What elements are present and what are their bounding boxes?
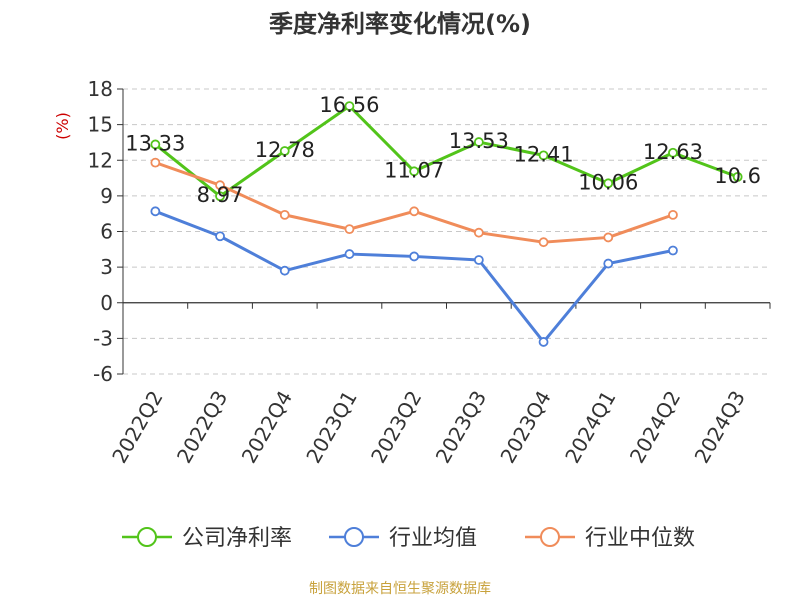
data-point bbox=[473, 255, 484, 265]
x-tick-label: 2023Q2 bbox=[366, 387, 426, 468]
legend-marker bbox=[540, 527, 560, 547]
data-point bbox=[279, 146, 290, 156]
x-tick-label: 2024Q2 bbox=[625, 387, 685, 468]
series-line bbox=[154, 209, 674, 344]
data-point bbox=[409, 206, 420, 217]
series-layer bbox=[150, 101, 743, 347]
data-label: 16.56 bbox=[319, 93, 379, 117]
y-tick-label: 6 bbox=[100, 220, 113, 244]
y-tick-label: 18 bbox=[88, 77, 113, 101]
legend-label: 行业中位数 bbox=[585, 526, 695, 551]
data-point bbox=[409, 166, 420, 177]
data-point bbox=[150, 206, 161, 217]
data-label: 10.06 bbox=[578, 170, 638, 194]
y-tick-label: 9 bbox=[100, 184, 113, 208]
data-label: 11.07 bbox=[384, 158, 444, 182]
legend-item: 公司净利率 bbox=[122, 526, 292, 551]
legend-marker bbox=[344, 527, 364, 547]
source-note: 制图数据来自恒生聚源数据库 bbox=[309, 581, 491, 597]
data-labels: 13.338.9712.7816.5611.0713.5312.4110.061… bbox=[125, 93, 761, 207]
y-tick-label: 15 bbox=[88, 113, 113, 137]
x-tick-label: 2022Q2 bbox=[107, 387, 167, 468]
x-tick-label: 2023Q1 bbox=[301, 387, 361, 468]
legend-label: 公司净利率 bbox=[182, 526, 292, 551]
y-tick-label: -3 bbox=[93, 326, 113, 350]
legend-label: 行业均值 bbox=[389, 526, 477, 551]
data-label: 12.41 bbox=[513, 142, 573, 166]
legend-marker bbox=[137, 527, 157, 547]
series-2 bbox=[150, 157, 678, 248]
data-point bbox=[668, 209, 678, 220]
x-tick-label: 2022Q3 bbox=[172, 387, 232, 468]
x-tick-label: 2024Q3 bbox=[690, 387, 750, 468]
series-line bbox=[154, 104, 739, 198]
y-tick-label: -6 bbox=[93, 362, 113, 386]
data-label: 8.97 bbox=[197, 183, 244, 207]
series-0 bbox=[150, 101, 743, 202]
data-point bbox=[150, 139, 161, 150]
y-tick-label: 12 bbox=[88, 148, 113, 172]
data-point bbox=[538, 237, 549, 248]
x-tick-label: 2023Q4 bbox=[495, 387, 555, 468]
data-label: 13.53 bbox=[449, 129, 509, 153]
data-point bbox=[279, 209, 290, 220]
data-point bbox=[538, 337, 549, 347]
data-point bbox=[409, 251, 420, 262]
y-unit-label: (%) bbox=[53, 112, 72, 140]
data-point bbox=[344, 101, 355, 111]
data-point bbox=[668, 245, 678, 256]
y-tick-label: 3 bbox=[100, 255, 113, 279]
data-point bbox=[668, 147, 678, 158]
data-point bbox=[473, 137, 484, 147]
data-point bbox=[473, 227, 484, 238]
data-point bbox=[732, 171, 743, 182]
chart-title: 季度净利率变化情况(%) bbox=[269, 10, 531, 38]
legend-item: 行业中位数 bbox=[525, 526, 695, 551]
data-point bbox=[215, 231, 225, 242]
data-label: 12.78 bbox=[255, 138, 315, 162]
data-point bbox=[603, 178, 614, 189]
data-point bbox=[603, 232, 614, 243]
data-point bbox=[215, 180, 225, 191]
series-1 bbox=[150, 206, 678, 347]
x-tick-label: 2023Q3 bbox=[431, 386, 491, 467]
legend: 公司净利率 行业均值 行业中位数 bbox=[122, 526, 695, 551]
x-tick-label: 2022Q4 bbox=[237, 387, 297, 468]
data-point bbox=[344, 249, 355, 259]
y-tick-label: 0 bbox=[100, 291, 113, 315]
data-point bbox=[344, 224, 355, 235]
data-point bbox=[538, 150, 549, 161]
data-label: 12.63 bbox=[643, 140, 703, 164]
data-point bbox=[603, 258, 614, 269]
data-label: 13.33 bbox=[125, 131, 185, 155]
data-point bbox=[150, 157, 161, 168]
data-label: 10.6 bbox=[714, 164, 761, 188]
legend-item: 行业均值 bbox=[329, 526, 477, 551]
data-point bbox=[279, 265, 290, 276]
data-point bbox=[215, 191, 225, 202]
x-tick-label: 2024Q1 bbox=[560, 387, 620, 468]
